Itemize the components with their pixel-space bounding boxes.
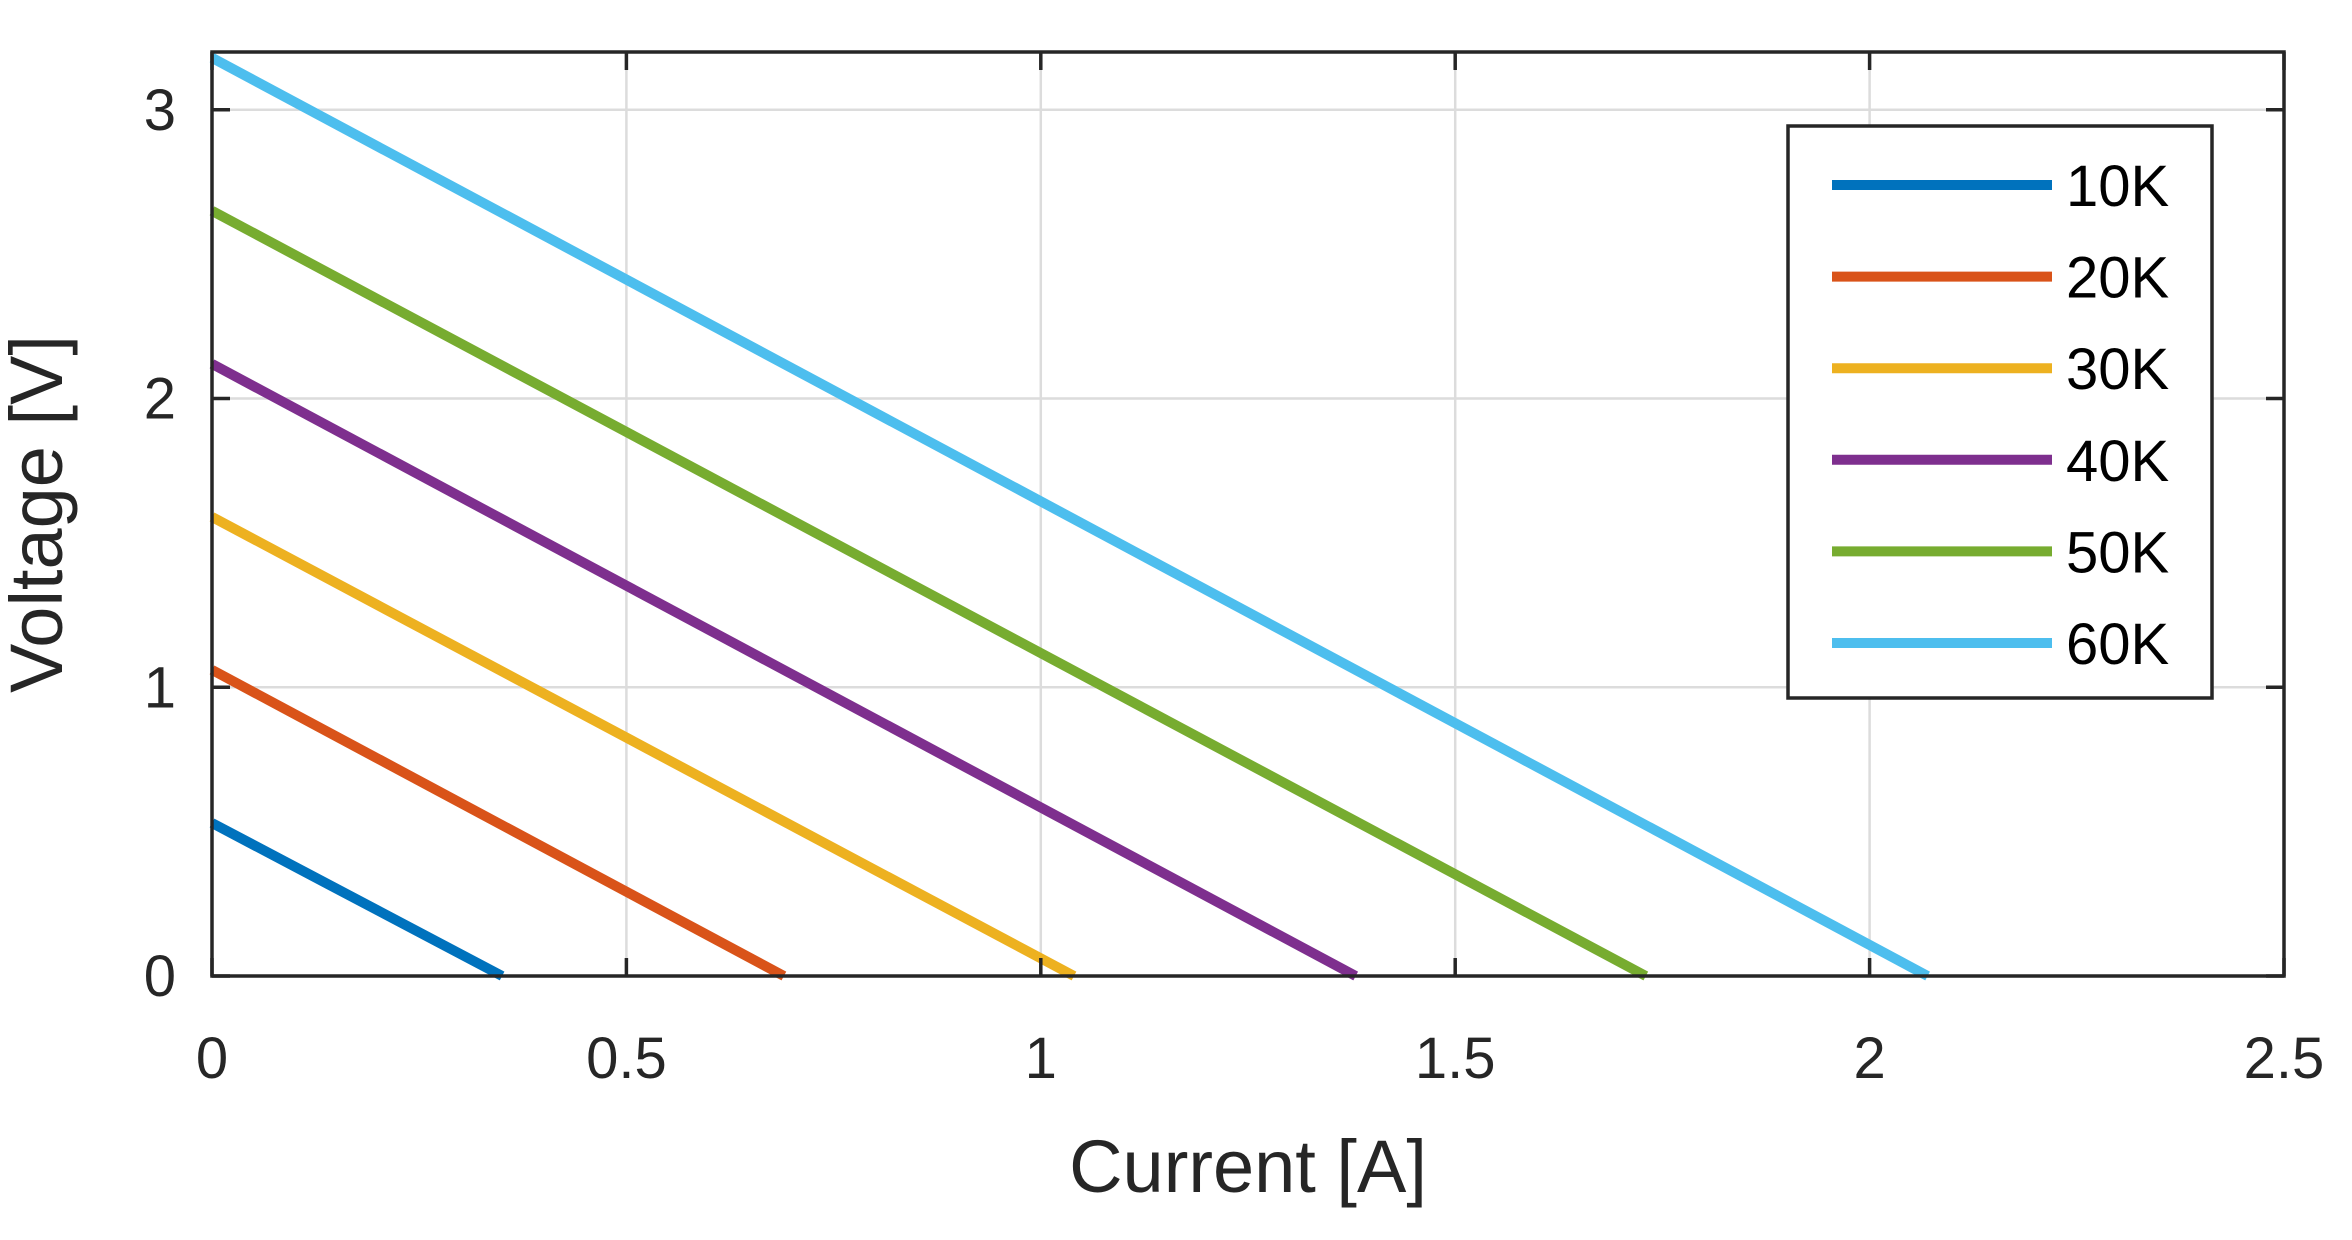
legend-label-20k: 20K: [2066, 246, 2170, 311]
x-tick-labels: 0 0.5 1 1.5 2 2.5: [196, 1026, 2324, 1091]
legend: 10K 20K 30K 40K 50K 60K: [1786, 124, 2214, 700]
legend-box: [1786, 124, 2214, 700]
legend-label-10k: 10K: [2066, 154, 2170, 219]
y-axis-title: Voltage [V]: [0, 335, 78, 693]
x-tick-label: 2: [1853, 1026, 1885, 1091]
x-tick-label: 0: [196, 1026, 228, 1091]
legend-label-30k: 30K: [2066, 337, 2170, 402]
legend-label-60k: 60K: [2066, 612, 2170, 677]
x-tick-label: 2.5: [2244, 1026, 2325, 1091]
series-line-50k: [209, 206, 1649, 981]
axis-ticks: [210, 52, 2286, 978]
x-axis-title: Current [A]: [1069, 1125, 1427, 1208]
series-line-20k: [209, 665, 787, 981]
x-tick-label: 1: [1025, 1026, 1057, 1091]
series-line-40k: [209, 359, 1359, 981]
y-tick-label: 3: [144, 78, 176, 143]
x-tick-label: 1.5: [1415, 1026, 1496, 1091]
y-tick-labels: 0 1 2 3: [144, 78, 176, 1009]
y-tick-label: 2: [144, 367, 176, 432]
series-line-30k: [209, 512, 1077, 981]
x-tick-label: 0.5: [586, 1026, 667, 1091]
y-tick-label: 1: [144, 655, 176, 720]
legend-label-40k: 40K: [2066, 429, 2170, 494]
series-lines: [209, 53, 1930, 981]
series-line-60k: [209, 53, 1930, 981]
y-tick-label: 0: [144, 944, 176, 1009]
plot-frame: [210, 50, 2286, 978]
series-line-10k: [209, 818, 505, 981]
legend-label-50k: 50K: [2066, 520, 2170, 585]
